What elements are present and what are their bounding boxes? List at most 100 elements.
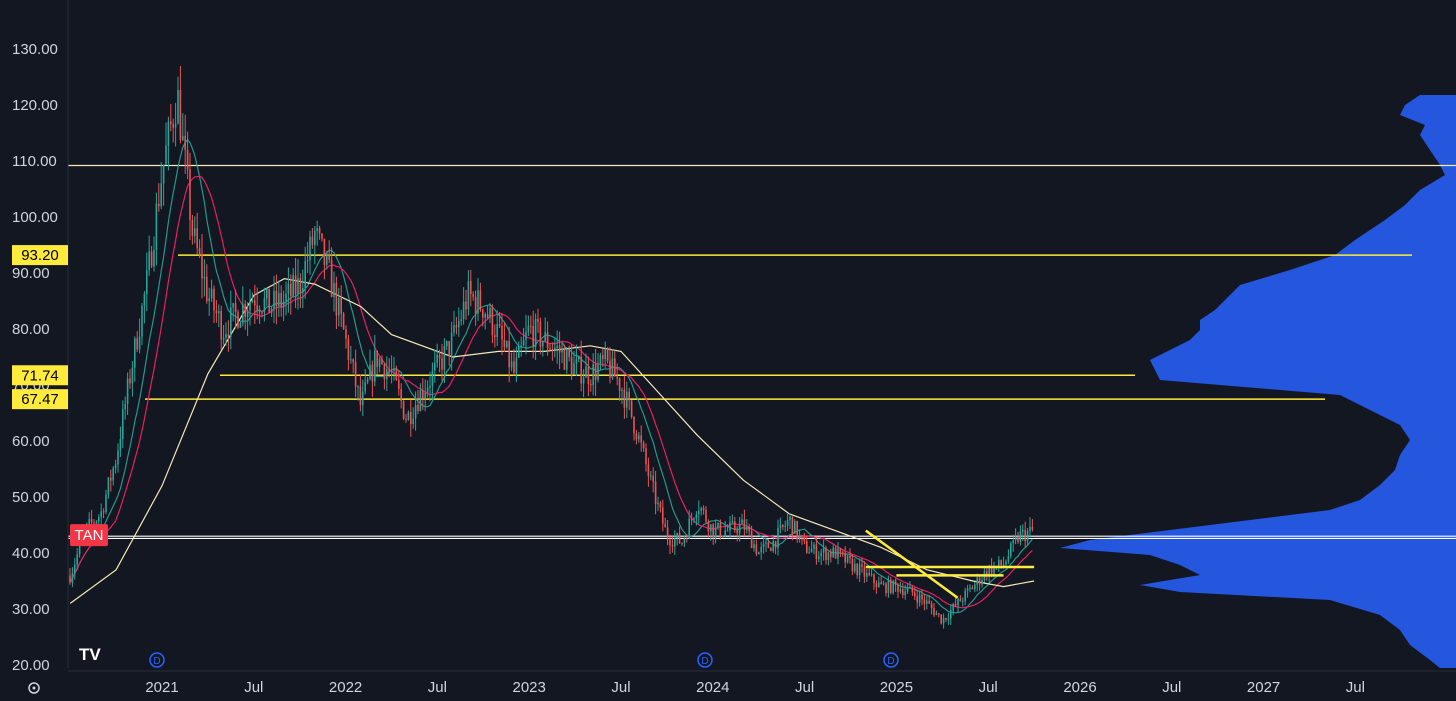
candle-body [168, 122, 170, 146]
candle-body [972, 588, 974, 590]
candle-body [780, 525, 782, 528]
candle-body [379, 359, 381, 367]
candle-body [609, 361, 611, 378]
candle-body [523, 340, 525, 346]
candle-body [264, 298, 266, 312]
candle-body [1022, 530, 1024, 532]
candle-body [775, 541, 777, 548]
candle-body [273, 291, 275, 309]
dividend-marker-label: D [701, 656, 708, 667]
candle-body [801, 535, 803, 537]
candle-body [816, 544, 818, 559]
candle-body [444, 346, 446, 370]
candle-body [290, 284, 292, 296]
candle-body [669, 540, 671, 545]
candle-body [436, 355, 438, 363]
candle-body [304, 261, 306, 288]
candle-body [890, 580, 892, 593]
candle-body [590, 384, 592, 385]
candle-body [307, 260, 309, 261]
candle-body [271, 309, 273, 313]
candle-body [943, 618, 945, 623]
dividend-marker-label: D [153, 656, 160, 667]
candle-body [355, 362, 357, 387]
candle-body [187, 150, 189, 170]
candle-body [220, 311, 222, 340]
candle-body [681, 543, 683, 544]
x-tick-label: Jul [428, 679, 447, 696]
candle-body [472, 294, 474, 297]
candle-body [813, 544, 815, 549]
candle-body [691, 519, 693, 520]
candle-body [508, 341, 510, 367]
x-tick-label: 2023 [513, 679, 546, 696]
candle-body [484, 314, 486, 317]
candle-body [976, 578, 978, 585]
candle-body [360, 387, 362, 406]
candle-body [578, 357, 580, 360]
candle-body [720, 523, 722, 536]
y-tick-label: 30.00 [12, 601, 50, 618]
candle-body [295, 275, 297, 294]
candle-body [470, 281, 472, 294]
candle-body [904, 591, 906, 594]
tradingview-logo[interactable]: TV [79, 645, 101, 664]
candle-body [194, 228, 196, 236]
candle-body [91, 519, 93, 522]
candle-body [624, 390, 626, 408]
candle-body [439, 355, 441, 358]
candle-body [583, 378, 585, 384]
candle-body [405, 419, 407, 420]
candle-body [703, 508, 705, 510]
candle-body [765, 542, 767, 543]
candle-body [580, 357, 582, 384]
candle-body [955, 604, 957, 605]
candle-body [962, 601, 964, 602]
candle-body [900, 589, 902, 591]
candle-body [100, 511, 102, 517]
candle-body [715, 527, 717, 537]
candle-body [760, 547, 762, 553]
candle-body [74, 565, 76, 574]
candle-body [175, 124, 177, 128]
candle-body [756, 544, 758, 554]
candle-body [542, 341, 544, 346]
candle-body [1000, 560, 1002, 565]
candle-body [216, 311, 218, 314]
candle-body [453, 325, 455, 333]
y-tick-label: 40.00 [12, 545, 50, 562]
candle-body [868, 573, 870, 575]
candle-body [832, 548, 834, 557]
candle-body [180, 90, 182, 140]
candle-body [259, 310, 261, 313]
candle-body [568, 349, 570, 357]
candle-body [172, 124, 174, 128]
candle-body [516, 358, 518, 373]
candle-body [148, 251, 150, 270]
candle-body [199, 248, 201, 254]
candle-body [189, 169, 191, 220]
candle-body [564, 349, 566, 369]
candle-body [432, 371, 434, 386]
candle-body [403, 401, 405, 419]
candle-body [648, 464, 650, 476]
candle-body [460, 319, 462, 321]
symbol-badge-label: TAN [75, 527, 104, 544]
candle-body [981, 580, 983, 584]
candle-body [520, 345, 522, 346]
candle-body [840, 549, 842, 552]
candle-body [492, 308, 494, 335]
candle-body [110, 478, 112, 481]
candle-body [722, 536, 724, 537]
candle-body [504, 340, 506, 348]
y-tick-label: 90.00 [12, 265, 50, 282]
candle-body [784, 526, 786, 527]
candle-body [830, 552, 832, 557]
candle-body [280, 293, 282, 307]
candle-body [297, 278, 299, 294]
candle-body [960, 599, 962, 602]
candle-body [537, 319, 539, 322]
candle-body [386, 370, 388, 380]
candle-body [556, 346, 558, 348]
